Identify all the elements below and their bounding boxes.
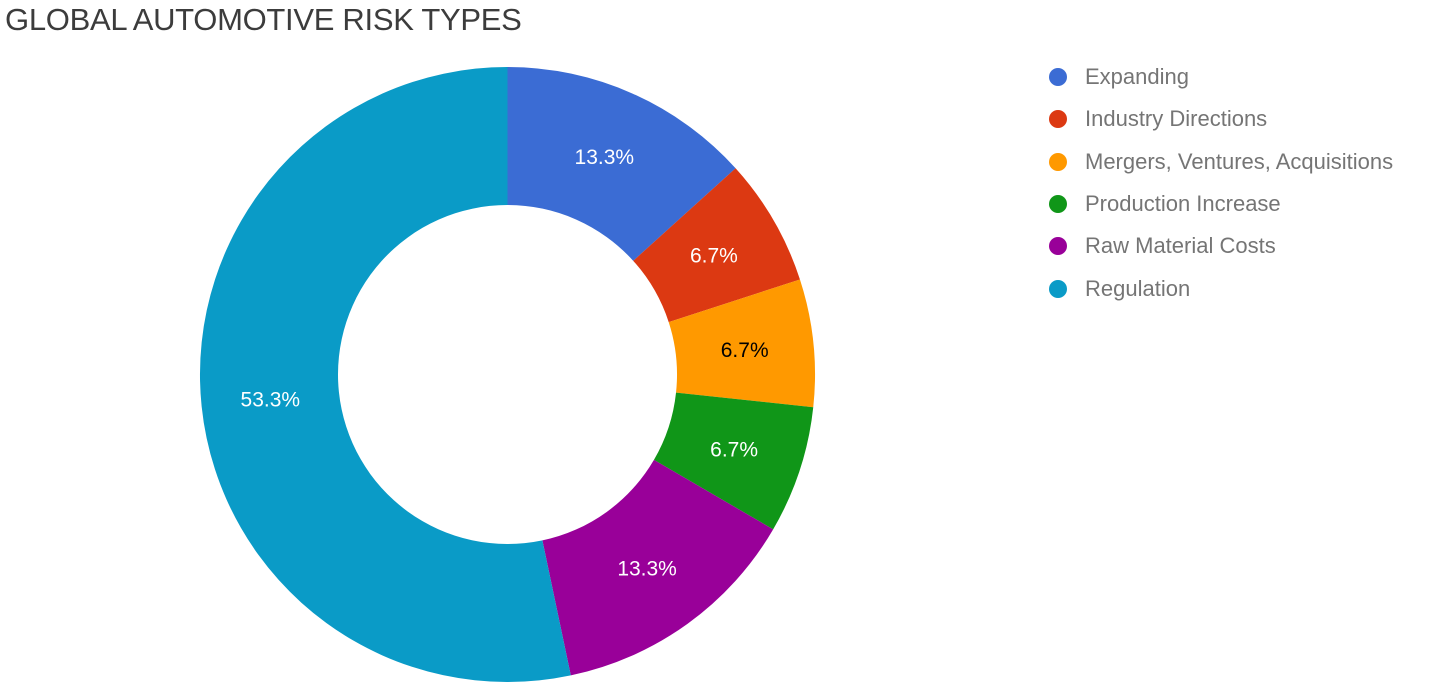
- legend-item-regulation[interactable]: Regulation: [1049, 267, 1393, 309]
- legend-item-label: Mergers, Ventures, Acquisitions: [1085, 148, 1394, 174]
- pie-slice-mergers-ventures-acquisitions[interactable]: [668, 279, 816, 408]
- pie-slice-expanding[interactable]: [507, 67, 736, 261]
- legend-color-dot: [1049, 110, 1067, 129]
- legend-item-expanding[interactable]: Expanding: [1049, 56, 1393, 98]
- legend-color-dot: [1049, 68, 1067, 87]
- legend-color-dot: [1049, 195, 1067, 214]
- slice-percentage-label: 6.7%: [690, 244, 738, 267]
- chart-legend: Expanding Industry Directions Mergers, V…: [1049, 56, 1393, 310]
- pie-slice-raw-material-costs[interactable]: [542, 459, 774, 676]
- slice-percentage-label: 13.3%: [617, 557, 677, 580]
- pie-slice-industry-directions[interactable]: [633, 168, 800, 323]
- legend-item-label: Raw Material Costs: [1085, 233, 1276, 259]
- pie-slice-regulation[interactable]: [199, 66, 571, 682]
- chart-title: GLOBAL AUTOMOTIVE RISK TYPES: [5, 2, 522, 37]
- legend-item-label: Production Increase: [1085, 191, 1281, 217]
- slice-percentage-label: 6.7%: [721, 339, 769, 362]
- legend-item-label: Regulation: [1085, 275, 1191, 301]
- legend-color-dot: [1049, 152, 1067, 171]
- legend-color-dot: [1049, 279, 1067, 298]
- slice-percentage-label: 6.7%: [710, 438, 758, 461]
- slice-percentage-label: 13.3%: [575, 146, 635, 169]
- pie-slice-production-increase[interactable]: [653, 392, 814, 530]
- legend-color-dot: [1049, 237, 1067, 256]
- legend-item-industry-directions[interactable]: Industry Directions: [1049, 98, 1393, 140]
- legend-item-label: Industry Directions: [1085, 106, 1268, 132]
- slice-percentage-label: 53.3%: [241, 389, 301, 412]
- legend-item-raw-material-costs[interactable]: Raw Material Costs: [1049, 225, 1393, 267]
- legend-item-production-increase[interactable]: Production Increase: [1049, 183, 1393, 225]
- legend-item-label: Expanding: [1085, 64, 1189, 90]
- legend-item-mergers-ventures-acquisitions[interactable]: Mergers, Ventures, Acquisitions: [1049, 141, 1393, 183]
